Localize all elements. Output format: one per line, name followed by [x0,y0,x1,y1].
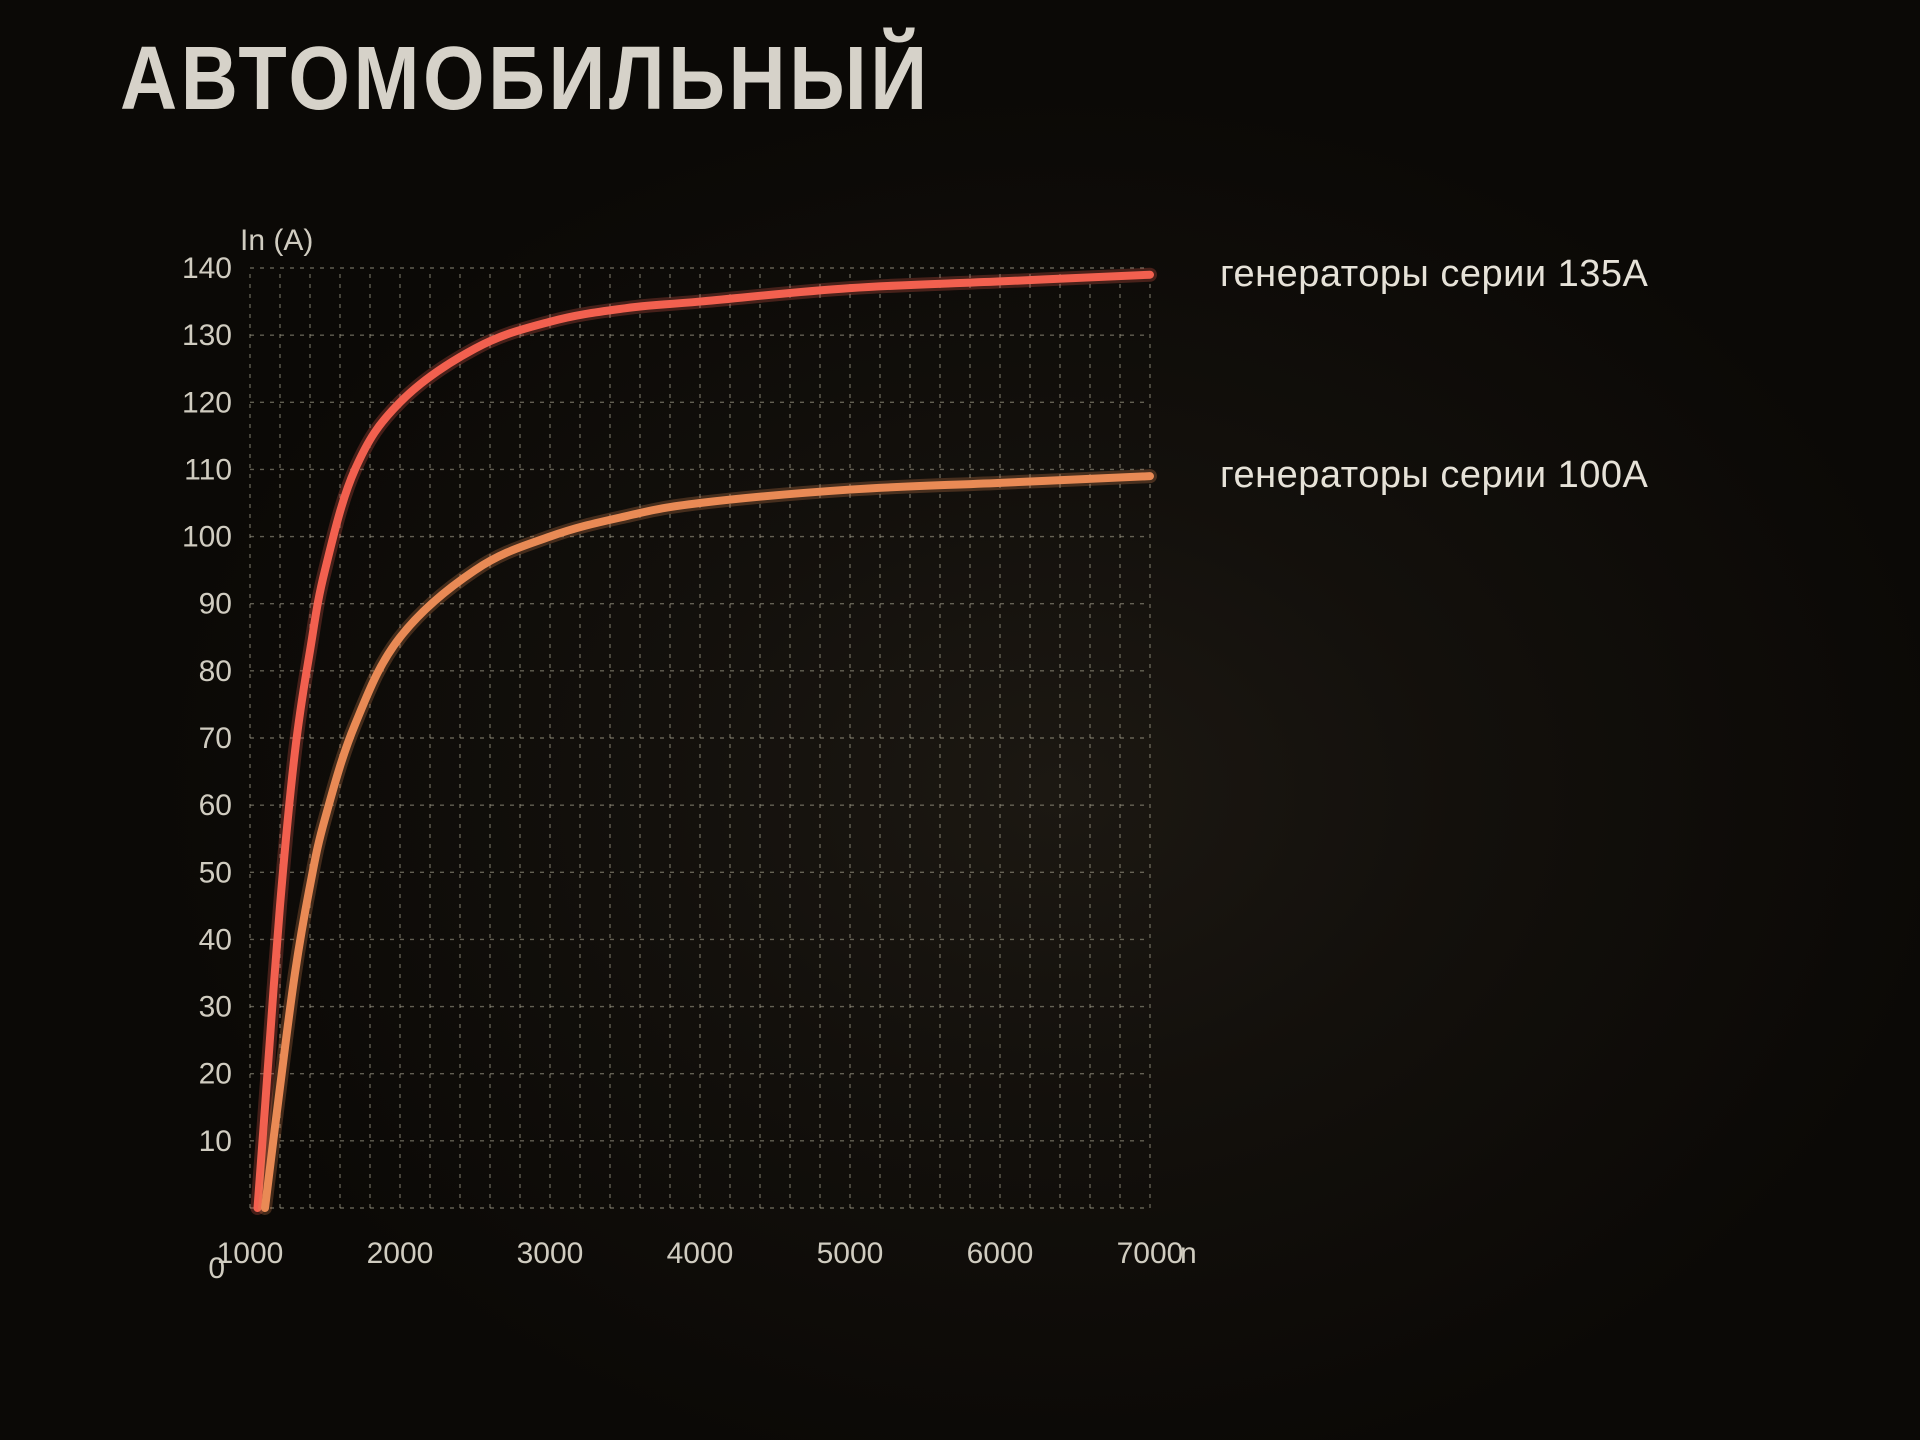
svg-text:n (m-1): n (m-1) [1180,1237,1200,1270]
svg-text:1000: 1000 [217,1237,284,1270]
svg-text:5000: 5000 [817,1237,884,1270]
svg-text:30: 30 [199,991,232,1024]
svg-text:90: 90 [199,588,232,621]
chart-container: 0102030405060708090100110120130140100020… [140,218,1130,1288]
svg-text:10: 10 [199,1125,232,1158]
legend-series-100a: генераторы серии 100A [1220,454,1648,497]
svg-text:70: 70 [199,722,232,755]
svg-text:6000: 6000 [967,1237,1034,1270]
generator-chart: 0102030405060708090100110120130140100020… [140,218,1200,1288]
svg-text:2000: 2000 [367,1237,434,1270]
svg-text:80: 80 [199,655,232,688]
svg-text:In (A): In (A) [240,224,313,257]
svg-text:50: 50 [199,856,232,889]
svg-text:7000: 7000 [1117,1237,1184,1270]
legend-series-135a: генераторы серии 135A [1220,253,1648,296]
svg-text:60: 60 [199,789,232,822]
page-root: АВТОМОБИЛЬНЫЙ 01020304050607080901001101… [0,0,1920,1440]
svg-text:110: 110 [184,453,232,486]
svg-text:120: 120 [182,386,232,419]
svg-text:140: 140 [182,252,232,285]
svg-text:130: 130 [182,319,232,352]
svg-text:3000: 3000 [517,1237,584,1270]
svg-text:20: 20 [199,1058,232,1091]
svg-text:40: 40 [199,923,232,956]
page-title: АВТОМОБИЛЬНЫЙ [120,28,931,131]
svg-text:100: 100 [182,521,232,554]
svg-text:4000: 4000 [667,1237,734,1270]
